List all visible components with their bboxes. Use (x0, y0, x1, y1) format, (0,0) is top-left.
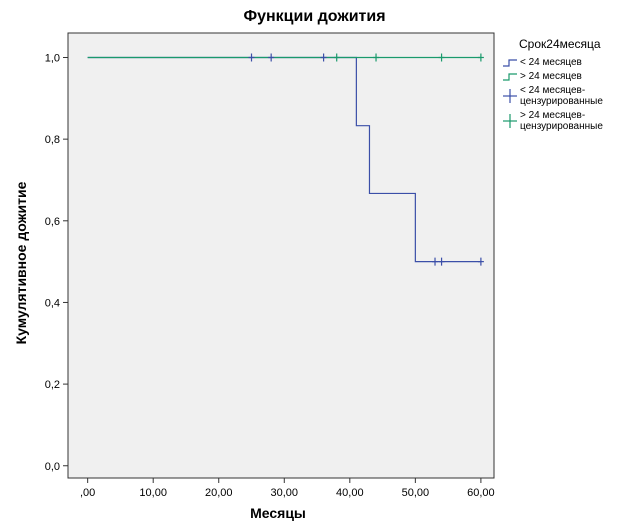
censor-mark (477, 53, 484, 62)
censor-mark (248, 53, 255, 62)
censor-mark (320, 53, 327, 62)
y-tick-label: 0,2 (45, 379, 60, 391)
censor-mark (477, 257, 484, 266)
y-tick-label: 0,6 (45, 216, 60, 228)
legend-title: Срок24месяца (519, 37, 601, 51)
legend-item-lt24-censored: < 24 месяцев-цензурированные (502, 85, 627, 107)
censor-plus-icon (503, 114, 517, 128)
x-tick-label: 40,00 (336, 487, 364, 499)
censor-mark (438, 53, 445, 62)
legend-item-gt24: > 24 месяцев (502, 71, 627, 82)
censor-mark (432, 257, 439, 266)
y-tick-label: 0,8 (45, 134, 60, 146)
legend-label-lt24-censored: < 24 месяцев-цензурированные (520, 85, 603, 107)
x-tick-label: 20,00 (205, 487, 233, 499)
y-tick-label: 0,4 (45, 297, 60, 309)
censor-mark (373, 53, 380, 62)
censor-mark (268, 53, 275, 62)
legend-item-lt24: < 24 месяцев (502, 57, 627, 68)
legend-item-gt24-censored: > 24 месяцев-цензурированные (502, 110, 627, 132)
censor-mark (333, 53, 340, 62)
legend-label-gt24: > 24 месяцев (520, 71, 582, 82)
x-tick-label: 30,00 (271, 487, 299, 499)
x-tick-label: 50,00 (402, 487, 430, 499)
y-tick-label: 1,0 (45, 52, 60, 64)
y-tick-label: 0,0 (45, 461, 60, 473)
plot-area (67, 32, 495, 479)
censor-mark (438, 257, 445, 266)
step-line-icon (503, 73, 517, 81)
survival-curve-series-0 (87, 56, 481, 263)
chart-title: Функции дожития (243, 8, 386, 25)
legend-label-gt24-censored: > 24 месяцев-цензурированные (520, 110, 603, 132)
x-tick-label: 10,00 (139, 487, 167, 499)
censor-plus-icon (503, 89, 517, 103)
step-line-icon (503, 59, 517, 67)
legend: Срок24месяца < 24 месяцев > 24 месяцев <… (502, 37, 627, 135)
legend-label-lt24: < 24 месяцев (520, 57, 582, 68)
x-tick-label: 60,00 (467, 487, 495, 499)
x-axis-title: Месяцы (250, 505, 306, 521)
x-tick-label: ,00 (80, 487, 95, 499)
